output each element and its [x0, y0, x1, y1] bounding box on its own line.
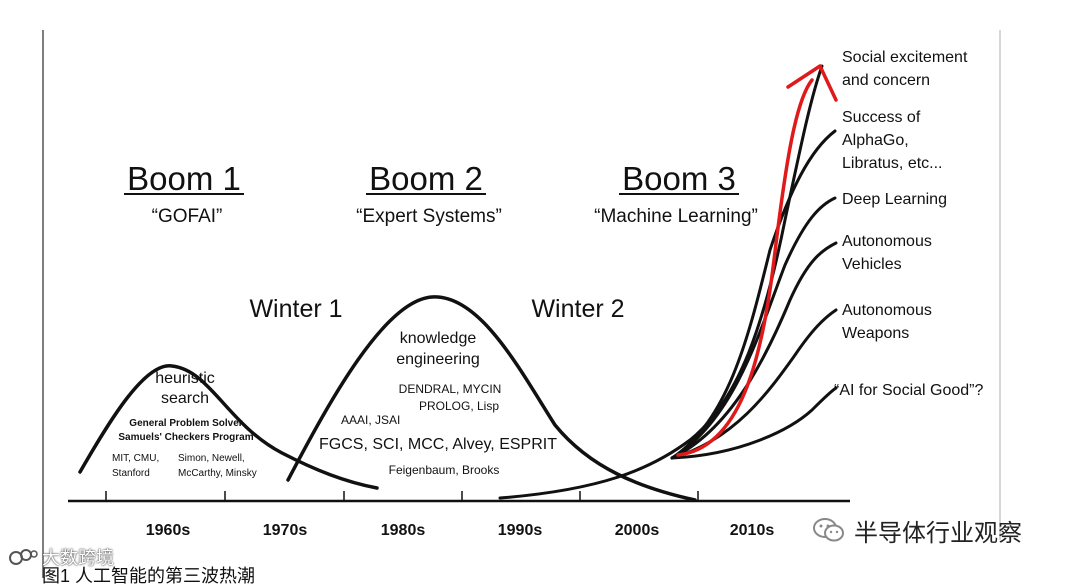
- decade-1960s: 1960s: [146, 522, 191, 539]
- curve-autonomous-vehicles: [670, 241, 838, 460]
- boom-1-curve: [78, 364, 379, 490]
- winter-2-label: Winter 2: [531, 295, 624, 323]
- boom-2-curve: [286, 295, 697, 502]
- boom-1-simon: Simon, Newell,: [178, 453, 245, 464]
- decade-2010s: 2010s: [730, 522, 775, 539]
- event-alphago-2: AlphaGo,: [842, 132, 909, 149]
- boom-3-subtitle: “Machine Learning”: [594, 206, 758, 227]
- watermark-logo-icon: [9, 549, 38, 565]
- boom-1-samuel: Samuels' Checkers Program: [118, 432, 253, 443]
- event-alphago-1: Success of: [842, 109, 921, 126]
- curve-deep-learning: [670, 196, 837, 460]
- event-vehicles-2: Vehicles: [842, 256, 902, 273]
- curve-social-excitement: [498, 64, 824, 500]
- boom-1-title: Boom 1: [127, 160, 241, 197]
- decade-1990s: 1990s: [498, 522, 543, 539]
- red-arrowhead: [786, 64, 838, 102]
- event-social-good: “AI for Social Good”?: [834, 382, 984, 399]
- boom-2-fgcs: FGCS, SCI, MCC, Alvey, ESPRIT: [319, 436, 557, 453]
- red-excitement-curve: [676, 78, 814, 457]
- boom-2-dendral: DENDRAL, MYCIN: [399, 382, 502, 396]
- timeline-ticks: [105, 491, 699, 501]
- curve-ai-social-good: [670, 386, 838, 460]
- boom-2-feigenbaum: Feigenbaum, Brooks: [389, 463, 500, 477]
- boom-1-mccarthy: McCarthy, Minsky: [178, 468, 257, 479]
- watermark-semiconductor: 半导体行业观察: [812, 512, 1022, 548]
- wechat-icon: [813, 518, 844, 542]
- watermark-left-text: 大数跨境: [42, 548, 114, 568]
- figure-caption: 图1 人工智能的第三波热潮: [42, 566, 256, 586]
- watermark-right-text: 半导体行业观察: [854, 519, 1022, 547]
- boom-1-heuristic: heuristic: [155, 370, 215, 387]
- boom-2-subtitle: “Expert Systems”: [356, 206, 502, 227]
- event-alphago-3: Libratus, etc...: [842, 155, 943, 172]
- boom-2-title: Boom 2: [369, 160, 483, 197]
- boom-1-subtitle: “GOFAI”: [152, 206, 223, 227]
- boom-2-engineering: engineering: [396, 351, 480, 368]
- event-social-2: and concern: [842, 72, 930, 89]
- curve-alphago: [670, 129, 837, 460]
- event-social-1: Social excitement: [842, 49, 968, 66]
- decade-2000s: 2000s: [615, 522, 660, 539]
- boom-1-search: search: [161, 390, 209, 407]
- boom-1-mit: MIT, CMU,: [112, 453, 159, 464]
- watermark-dashu: 大数跨境: [8, 546, 114, 568]
- boom-3-title: Boom 3: [622, 160, 736, 197]
- boom-2-knowledge: knowledge: [400, 330, 477, 347]
- boom-1-stanford: Stanford: [112, 468, 150, 479]
- boom-1-gps: General Problem Solver: [129, 418, 242, 429]
- decade-1980s: 1980s: [381, 522, 426, 539]
- event-vehicles-1: Autonomous: [842, 233, 932, 250]
- event-deep-learning: Deep Learning: [842, 191, 947, 208]
- boom-2-prolog: PROLOG, Lisp: [419, 399, 499, 413]
- decade-1970s: 1970s: [263, 522, 308, 539]
- event-weapons-1: Autonomous: [842, 302, 932, 319]
- boom-2-aaai: AAAI, JSAI: [341, 413, 400, 427]
- event-weapons-2: Weapons: [842, 325, 909, 342]
- winter-1-label: Winter 1: [249, 295, 342, 323]
